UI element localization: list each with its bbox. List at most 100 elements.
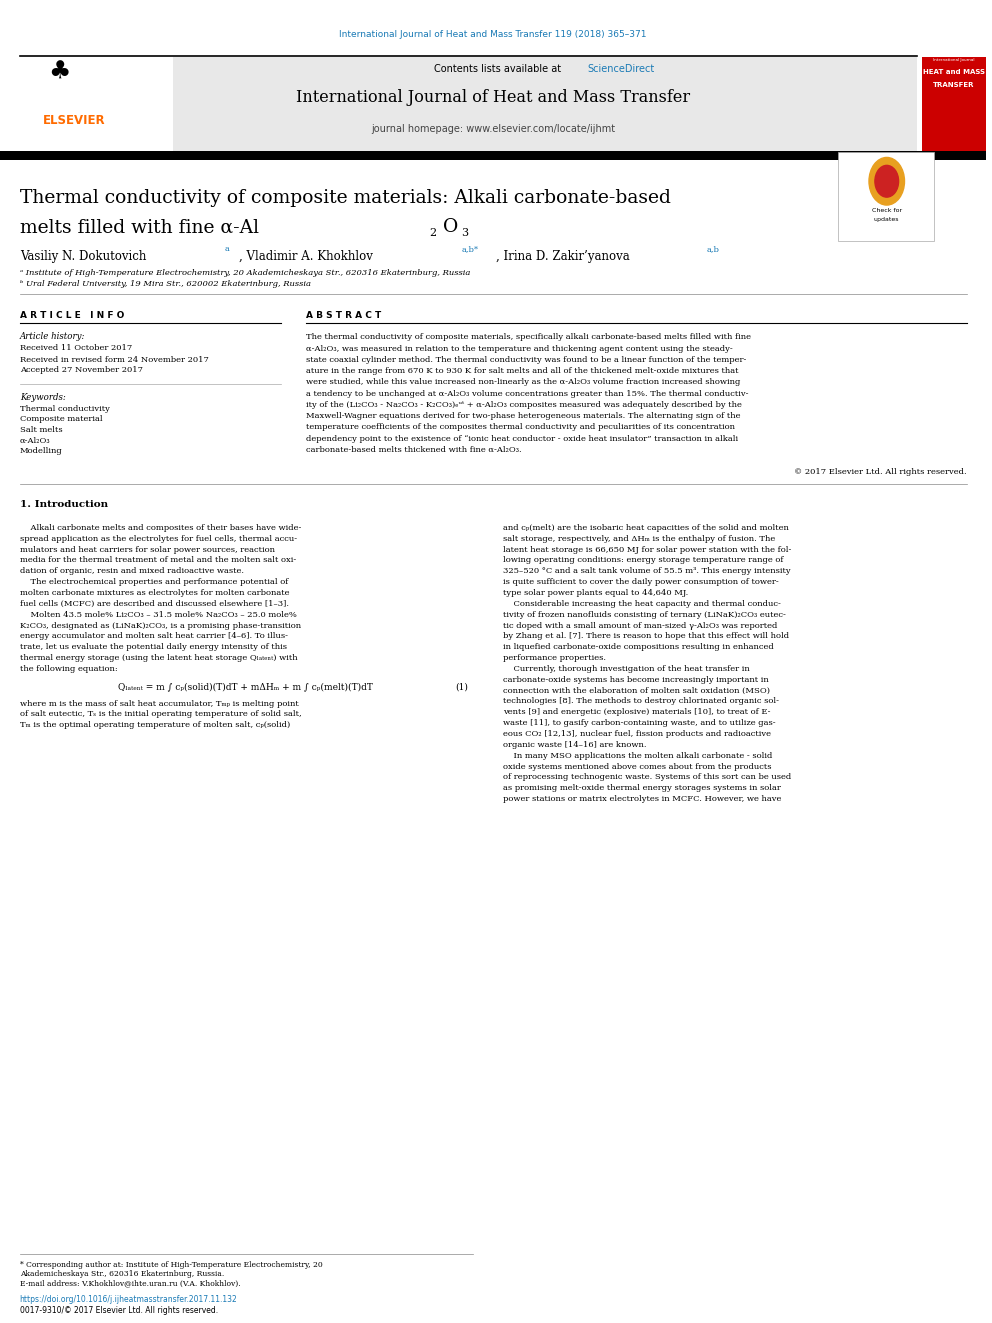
Text: Considerable increasing the heat capacity and thermal conduc-: Considerable increasing the heat capacit…: [503, 599, 781, 607]
Text: 1. Introduction: 1. Introduction: [20, 500, 108, 509]
Text: organic waste [14–16] are known.: organic waste [14–16] are known.: [503, 741, 647, 749]
Text: International Journal of Heat and Mass Transfer: International Journal of Heat and Mass T…: [297, 89, 690, 106]
Text: temperature coefficients of the composites thermal conductivity and peculiaritie: temperature coefficients of the composit…: [306, 423, 735, 431]
Text: Currently, thorough investigation of the heat transfer in: Currently, thorough investigation of the…: [503, 665, 750, 673]
Text: molten carbonate mixtures as electrolytes for molten carbonate: molten carbonate mixtures as electrolyte…: [20, 589, 290, 597]
Text: connection with the elaboration of molten salt oxidation (MSO): connection with the elaboration of molte…: [503, 687, 770, 695]
Text: Received in revised form 24 November 2017: Received in revised form 24 November 201…: [20, 356, 208, 364]
Text: Composite material: Composite material: [20, 415, 102, 423]
Text: tivity of frozen nanofluids consisting of ternary (LiNaK)₂CO₃ eutec-: tivity of frozen nanofluids consisting o…: [503, 611, 786, 619]
Text: 0017-9310/© 2017 Elsevier Ltd. All rights reserved.: 0017-9310/© 2017 Elsevier Ltd. All right…: [20, 1306, 218, 1315]
Text: Accepted 27 November 2017: Accepted 27 November 2017: [20, 366, 143, 374]
Text: O: O: [442, 218, 458, 237]
Text: salt storage, respectively, and ΔHₘ is the enthalpy of fusion. The: salt storage, respectively, and ΔHₘ is t…: [503, 534, 776, 542]
Text: A B S T R A C T: A B S T R A C T: [306, 311, 381, 320]
Text: ELSEVIER: ELSEVIER: [43, 114, 105, 127]
Text: eous CO₂ [12,13], nuclear fuel, fission products and radioactive: eous CO₂ [12,13], nuclear fuel, fission …: [503, 730, 771, 738]
Text: Akademicheskaya Str., 620316 Ekaterinburg, Russia.: Akademicheskaya Str., 620316 Ekaterinbur…: [20, 1270, 224, 1278]
Text: journal homepage: www.elsevier.com/locate/ijhmt: journal homepage: www.elsevier.com/locat…: [371, 124, 615, 135]
Text: Thermal conductivity of composite materials: Alkali carbonate-based: Thermal conductivity of composite materi…: [20, 189, 671, 208]
Text: mulators and heat carriers for solar power sources, reaction: mulators and heat carriers for solar pow…: [20, 545, 275, 553]
Text: Molten 43.5 mole% Li₂CO₃ – 31.5 mole% Na₂CO₃ – 25.0 mole%: Molten 43.5 mole% Li₂CO₃ – 31.5 mole% Na…: [20, 611, 297, 619]
Text: thermal energy storage (using the latent heat storage Qₗₐₜₑₙₜ) with: thermal energy storage (using the latent…: [20, 654, 298, 662]
Text: Maxwell-Wagner equations derived for two-phase heterogeneous materials. The alte: Maxwell-Wagner equations derived for two…: [306, 413, 740, 421]
Text: dation of organic, resin and mixed radioactive waste.: dation of organic, resin and mixed radio…: [20, 568, 244, 576]
Text: TRANSFER: TRANSFER: [933, 82, 974, 89]
Text: Alkali carbonate melts and composites of their bases have wide-: Alkali carbonate melts and composites of…: [20, 524, 302, 532]
Text: 3: 3: [460, 228, 468, 238]
Text: Salt melts: Salt melts: [20, 426, 62, 434]
Text: oxide systems mentioned above comes about from the products: oxide systems mentioned above comes abou…: [503, 762, 772, 770]
Text: International Journal of Heat and Mass Transfer 119 (2018) 365–371: International Journal of Heat and Mass T…: [339, 30, 647, 40]
Text: carbonate-based melts thickened with fine α-Al₂O₃.: carbonate-based melts thickened with fin…: [306, 446, 522, 454]
Text: were studied, while this value increased non-linearly as the α-Al₂O₃ volume frac: were studied, while this value increased…: [306, 378, 740, 386]
Text: E-mail address: V.Khokhlov@ihte.uran.ru (V.A. Khokhlov).: E-mail address: V.Khokhlov@ihte.uran.ru …: [20, 1279, 240, 1287]
Text: Check for: Check for: [872, 208, 902, 213]
Text: trate, let us evaluate the potential daily energy intensity of this: trate, let us evaluate the potential dai…: [20, 643, 287, 651]
Text: Thermal conductivity: Thermal conductivity: [20, 405, 109, 413]
FancyBboxPatch shape: [838, 152, 934, 241]
Text: media for the thermal treatment of metal and the molten salt oxi-: media for the thermal treatment of metal…: [20, 557, 296, 565]
Text: tic doped with a small amount of man-sized γ-Al₂O₃ was reported: tic doped with a small amount of man-siz…: [503, 622, 778, 630]
Text: The thermal conductivity of composite materials, specifically alkali carbonate-b: The thermal conductivity of composite ma…: [306, 333, 751, 341]
Bar: [923, 57, 986, 152]
Text: https://doi.org/10.1016/j.ijheatmasstransfer.2017.11.132: https://doi.org/10.1016/j.ijheatmasstran…: [20, 1295, 237, 1304]
Text: Contents lists available at: Contents lists available at: [434, 64, 564, 74]
Text: a: a: [225, 245, 230, 253]
Text: ity of the (Li₂CO₃ - Na₂CO₃ - K₂CO₃)ₑᵘᵗ + α-Al₂O₃ composites measured was adequa: ity of the (Li₂CO₃ - Na₂CO₃ - K₂CO₃)ₑᵘᵗ …: [306, 401, 742, 409]
Text: a,b*: a,b*: [461, 245, 479, 253]
Text: ♣: ♣: [48, 60, 70, 83]
Text: power stations or matrix electrolytes in MCFC. However, we have: power stations or matrix electrolytes in…: [503, 795, 782, 803]
Text: ScienceDirect: ScienceDirect: [587, 64, 654, 74]
Text: © 2017 Elsevier Ltd. All rights reserved.: © 2017 Elsevier Ltd. All rights reserved…: [794, 468, 966, 476]
Text: Article history:: Article history:: [20, 332, 85, 341]
Text: as promising melt-oxide thermal energy storages systems in solar: as promising melt-oxide thermal energy s…: [503, 785, 781, 792]
Text: In many MSO applications the molten alkali carbonate - solid: In many MSO applications the molten alka…: [503, 751, 773, 759]
Text: vents [9] and energetic (explosive) materials [10], to treat of E-: vents [9] and energetic (explosive) mate…: [503, 708, 771, 716]
Bar: [20, 57, 918, 152]
Text: latent heat storage is 66,650 MJ for solar power station with the fol-: latent heat storage is 66,650 MJ for sol…: [503, 545, 792, 553]
Text: is quite sufficient to cover the daily power consumption of tower-: is quite sufficient to cover the daily p…: [503, 578, 779, 586]
Text: * Corresponding author at: Institute of High-Temperature Electrochemistry, 20: * Corresponding author at: Institute of …: [20, 1261, 322, 1269]
Text: Modelling: Modelling: [20, 447, 62, 455]
Text: Tₘ is the optimal operating temperature of molten salt, cₚ(solid): Tₘ is the optimal operating temperature …: [20, 721, 290, 729]
Text: K₂CO₃, designated as (LiNaK)₂CO₃, is a promising phase-transition: K₂CO₃, designated as (LiNaK)₂CO₃, is a p…: [20, 622, 301, 630]
Text: dependency point to the existence of “ionic heat conductor - oxide heat insulato: dependency point to the existence of “io…: [306, 434, 738, 443]
Text: 325–520 °C and a salt tank volume of 55.5 m³. This energy intensity: 325–520 °C and a salt tank volume of 55.…: [503, 568, 791, 576]
Text: fuel cells (MCFC) are described and discussed elsewhere [1–3].: fuel cells (MCFC) are described and disc…: [20, 599, 289, 607]
Text: spread application as the electrolytes for fuel cells, thermal accu-: spread application as the electrolytes f…: [20, 534, 297, 542]
Text: waste [11], to gasify carbon-containing waste, and to utilize gas-: waste [11], to gasify carbon-containing …: [503, 720, 776, 728]
Text: Vasiliy N. Dokutovich: Vasiliy N. Dokutovich: [20, 250, 150, 263]
Text: a tendency to be unchanged at α-Al₂O₃ volume concentrations greater than 15%. Th: a tendency to be unchanged at α-Al₂O₃ vo…: [306, 389, 748, 398]
Text: ᵃ Institute of High-Temperature Electrochemistry, 20 Akademicheskaya Str., 62031: ᵃ Institute of High-Temperature Electroc…: [20, 269, 470, 277]
Text: HEAT and MASS: HEAT and MASS: [923, 69, 985, 75]
Text: carbonate-oxide systems has become increasingly important in: carbonate-oxide systems has become incre…: [503, 676, 769, 684]
Bar: [20, 57, 173, 152]
Text: updates: updates: [874, 217, 900, 222]
Text: α-Al₂O₃: α-Al₂O₃: [20, 437, 51, 445]
Text: in liquefied carbonate-oxide compositions resulting in enhanced: in liquefied carbonate-oxide composition…: [503, 643, 774, 651]
Text: 2: 2: [430, 228, 436, 238]
Text: of salt eutectic, Tₛ is the initial operating temperature of solid salt,: of salt eutectic, Tₛ is the initial oper…: [20, 710, 302, 718]
Circle shape: [875, 165, 899, 197]
Text: , Irina D. Zakir’yanova: , Irina D. Zakir’yanova: [496, 250, 634, 263]
Bar: [0, 151, 986, 160]
Text: (1): (1): [455, 683, 468, 692]
Text: by Zhang et al. [7]. There is reason to hope that this effect will hold: by Zhang et al. [7]. There is reason to …: [503, 632, 790, 640]
Text: A R T I C L E   I N F O: A R T I C L E I N F O: [20, 311, 124, 320]
Text: Qₗₐₜₑₙₜ = m ∫ cₚ(solid)(T)dT + mΔHₘ + m ∫ cₚ(melt)(T)dT: Qₗₐₜₑₙₜ = m ∫ cₚ(solid)(T)dT + mΔHₘ + m …: [118, 683, 373, 692]
Text: performance properties.: performance properties.: [503, 654, 606, 662]
Text: technologies [8]. The methods to destroy chlorinated organic sol-: technologies [8]. The methods to destroy…: [503, 697, 779, 705]
Text: and cₚ(melt) are the isobaric heat capacities of the solid and molten: and cₚ(melt) are the isobaric heat capac…: [503, 524, 789, 532]
Circle shape: [869, 157, 905, 205]
Text: lowing operating conditions: energy storage temperature range of: lowing operating conditions: energy stor…: [503, 557, 784, 565]
Text: a,b: a,b: [706, 245, 719, 253]
Text: α-Al₂O₃, was measured in relation to the temperature and thickening agent conten: α-Al₂O₃, was measured in relation to the…: [306, 344, 732, 353]
Text: energy accumulator and molten salt heat carrier [4–6]. To illus-: energy accumulator and molten salt heat …: [20, 632, 288, 640]
Text: where m is the mass of salt heat accumulator, Tₘₚ is melting point: where m is the mass of salt heat accumul…: [20, 700, 299, 708]
Text: melts filled with fine α-Al: melts filled with fine α-Al: [20, 218, 259, 237]
Text: of reprocessing technogenic waste. Systems of this sort can be used: of reprocessing technogenic waste. Syste…: [503, 774, 792, 782]
Text: the following equation:: the following equation:: [20, 665, 117, 673]
Text: Keywords:: Keywords:: [20, 393, 65, 402]
Text: International Journal: International Journal: [933, 58, 974, 62]
